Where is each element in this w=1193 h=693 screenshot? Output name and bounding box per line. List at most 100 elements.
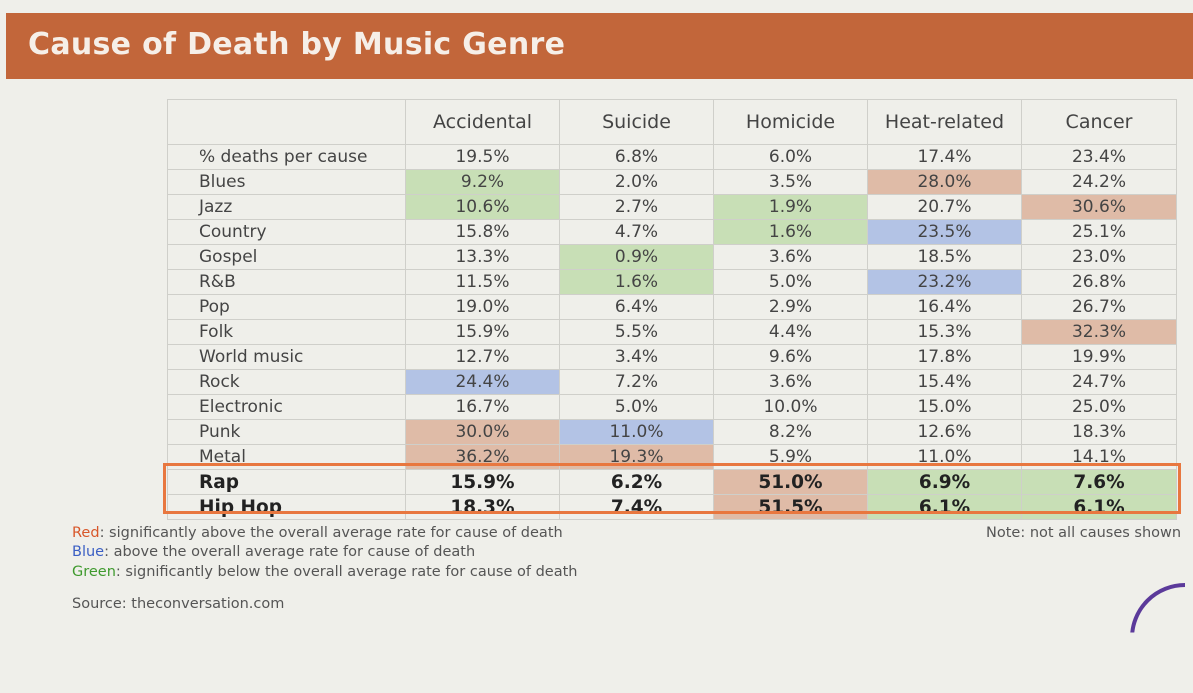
table-cell: 32.3% — [1021, 319, 1177, 345]
column-header: Homicide — [713, 99, 868, 145]
row-label: Jazz — [167, 194, 406, 220]
table-cell: 5.5% — [559, 319, 714, 345]
table-cell: 24.2% — [1021, 169, 1177, 195]
table-cell: 25.1% — [1021, 219, 1177, 245]
table-cell: 2.7% — [559, 194, 714, 220]
legend-text: : above the overall average rate for cau… — [104, 544, 476, 560]
table-cell: 3.5% — [713, 169, 868, 195]
table-cell: 19.5% — [405, 144, 560, 170]
table-cell: 12.6% — [867, 419, 1022, 445]
legend-text: : significantly above the overall averag… — [99, 525, 563, 541]
row-label: Rock — [167, 369, 406, 395]
table-cell: 19.0% — [405, 294, 560, 320]
row-label: Pop — [167, 294, 406, 320]
table-row: R&B 11.5% 1.6% 5.0% 23.2% 26.8% — [167, 269, 1177, 295]
column-header: Heat-related — [867, 99, 1022, 145]
corner-logo-arc — [1130, 583, 1185, 633]
table-cell: 26.7% — [1021, 294, 1177, 320]
table-cell: 11.5% — [405, 269, 560, 295]
table-cell: 12.7% — [405, 344, 560, 370]
table-cell: 17.8% — [867, 344, 1022, 370]
table-cell: 15.0% — [867, 394, 1022, 420]
table-cell: 2.9% — [713, 294, 868, 320]
table-cell: 6.0% — [713, 144, 868, 170]
table-cell: 3.6% — [713, 369, 868, 395]
table-cell: 30.6% — [1021, 194, 1177, 220]
table-cell: 3.6% — [713, 244, 868, 270]
table-cell: 18.3% — [405, 494, 560, 520]
footnote: Note: not all causes shown — [986, 525, 1182, 541]
table-cell: 16.4% — [867, 294, 1022, 320]
legend-green: Green: significantly below the overall a… — [72, 564, 577, 580]
row-label: Hip Hop — [167, 494, 406, 520]
table-cell: 7.4% — [559, 494, 714, 520]
table-cell: 51.0% — [713, 469, 868, 495]
row-label: Rap — [167, 469, 406, 495]
table-cell: 20.7% — [867, 194, 1022, 220]
row-label: Electronic — [167, 394, 406, 420]
row-label: Folk — [167, 319, 406, 345]
table-row: Rap 15.9% 6.2% 51.0% 6.9% 7.6% — [167, 469, 1177, 495]
table-row: Punk 30.0% 11.0% 8.2% 12.6% 18.3% — [167, 419, 1177, 445]
table-cell: 24.4% — [405, 369, 560, 395]
table-cell: 9.2% — [405, 169, 560, 195]
table-cell: 24.7% — [1021, 369, 1177, 395]
table-cell: 7.6% — [1021, 469, 1177, 495]
table-cell: 15.9% — [405, 319, 560, 345]
table-row: World music 12.7% 3.4% 9.6% 17.8% 19.9% — [167, 344, 1177, 370]
table-cell: 23.2% — [867, 269, 1022, 295]
table-cell: 28.0% — [867, 169, 1022, 195]
row-label: World music — [167, 344, 406, 370]
table-cell: 19.9% — [1021, 344, 1177, 370]
table-cell: 13.3% — [405, 244, 560, 270]
column-header: Suicide — [559, 99, 714, 145]
table-cell: 8.2% — [713, 419, 868, 445]
table-cell: 30.0% — [405, 419, 560, 445]
table-cell: 2.0% — [559, 169, 714, 195]
legend-red: Red: significantly above the overall ave… — [72, 525, 563, 541]
table-cell: 6.2% — [559, 469, 714, 495]
legend-text: : significantly below the overall averag… — [115, 564, 578, 580]
table-cell: 5.0% — [713, 269, 868, 295]
table-cell: 0.9% — [559, 244, 714, 270]
rap-hiphop-highlight-box — [163, 463, 1181, 514]
table-row: Folk 15.9% 5.5% 4.4% 15.3% 32.3% — [167, 319, 1177, 345]
table-row: Jazz 10.6% 2.7% 1.9% 20.7% 30.6% — [167, 194, 1177, 220]
legend-key: Red — [72, 525, 100, 541]
table-row: Rock 24.4% 7.2% 3.6% 15.4% 24.7% — [167, 369, 1177, 395]
table-row: Pop 19.0% 6.4% 2.9% 16.4% 26.7% — [167, 294, 1177, 320]
table-row: Electronic 16.7% 5.0% 10.0% 15.0% 25.0% — [167, 394, 1177, 420]
title-banner: Cause of Death by Music Genre — [6, 13, 1193, 79]
table-cell: 17.4% — [867, 144, 1022, 170]
row-label: % deaths per cause — [167, 144, 406, 170]
table-cell: 15.4% — [867, 369, 1022, 395]
table-cell: 23.5% — [867, 219, 1022, 245]
table-cell: 3.4% — [559, 344, 714, 370]
table-cell: 11.0% — [559, 419, 714, 445]
header-corner-cell — [167, 99, 406, 145]
table-cell: 15.3% — [867, 319, 1022, 345]
legend-key: Green — [72, 564, 116, 580]
table-cell: 15.8% — [405, 219, 560, 245]
column-header: Accidental — [405, 99, 560, 145]
source-credit: Source: theconversation.com — [72, 596, 285, 612]
table-cell: 6.4% — [559, 294, 714, 320]
table-cell: 1.6% — [559, 269, 714, 295]
table-cell: 26.8% — [1021, 269, 1177, 295]
legend-key: Blue — [72, 544, 105, 560]
row-label: Country — [167, 219, 406, 245]
table-cell: 16.7% — [405, 394, 560, 420]
row-label: Punk — [167, 419, 406, 445]
row-label: Gospel — [167, 244, 406, 270]
legend-blue: Blue: above the overall average rate for… — [72, 544, 475, 560]
table-row: % deaths per cause 19.5% 6.8% 6.0% 17.4% 23.4… — [167, 144, 1177, 170]
table-cell: 10.6% — [405, 194, 560, 220]
page-title: Cause of Death by Music Genre — [28, 27, 566, 62]
table-cell: 6.8% — [559, 144, 714, 170]
table-cell: 7.2% — [559, 369, 714, 395]
row-label: Blues — [167, 169, 406, 195]
table-cell: 4.4% — [713, 319, 868, 345]
table-cell: 1.6% — [713, 219, 868, 245]
row-label: R&B — [167, 269, 406, 295]
table-cell: 23.4% — [1021, 144, 1177, 170]
